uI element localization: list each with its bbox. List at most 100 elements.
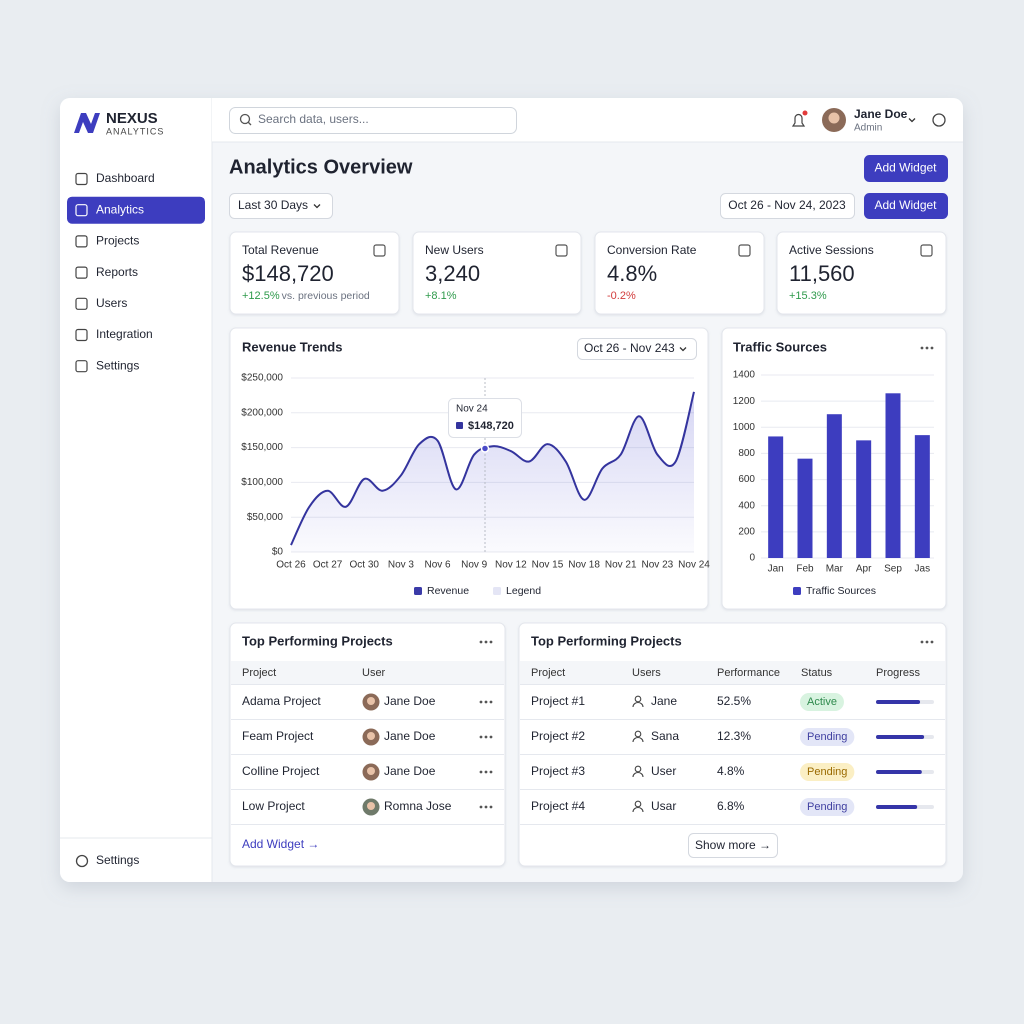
user-name: User <box>651 764 676 778</box>
nav-item[interactable]: Integration <box>96 327 153 341</box>
add-widget-link[interactable]: Add Widget → <box>242 837 319 851</box>
tooltip-dot <box>480 444 490 453</box>
nav-icon <box>75 360 88 373</box>
nav-item[interactable]: Settings <box>96 358 139 372</box>
user-icon <box>632 737 644 743</box>
performance: 4.8% <box>717 764 745 778</box>
period-label[interactable]: Last 30 Days <box>238 198 308 212</box>
x-tick-label: Jan <box>768 564 784 575</box>
user-name: Jane Doe <box>384 729 436 743</box>
nav-item[interactable]: Users <box>96 296 127 310</box>
x-tick-label: Oct 27 <box>313 560 343 571</box>
more-menu[interactable] <box>484 640 488 644</box>
more-menu[interactable] <box>479 640 483 644</box>
add-widget-button[interactable] <box>864 155 948 182</box>
project-name: Project #3 <box>531 764 585 778</box>
legend-label: Traffic Sources <box>806 585 876 597</box>
progress-bar <box>876 770 922 774</box>
search-box[interactable] <box>229 107 517 134</box>
column-header: User <box>362 667 386 679</box>
project-name: Low Project <box>242 799 305 813</box>
show-more-label[interactable]: Show more → <box>695 838 771 852</box>
more-menu[interactable] <box>930 640 934 644</box>
button-label[interactable]: Add Widget <box>874 161 937 175</box>
nav-item[interactable]: Projects <box>96 234 139 248</box>
row-menu[interactable] <box>479 770 483 774</box>
row-menu[interactable] <box>484 700 488 704</box>
row-menu[interactable] <box>484 735 488 739</box>
more-menu[interactable] <box>920 640 924 644</box>
column-header: Project <box>531 667 565 679</box>
nav-icon <box>75 266 88 279</box>
bar <box>856 440 872 558</box>
status-badge <box>800 798 855 816</box>
x-tick-label: Nov 3 <box>388 560 415 571</box>
period-select[interactable] <box>229 193 333 219</box>
more-menu[interactable] <box>925 346 929 350</box>
avatar-face <box>367 802 375 810</box>
row-menu[interactable] <box>489 805 493 809</box>
bell-icon[interactable] <box>791 113 806 127</box>
kpi-change: +15.3% <box>789 290 827 302</box>
range-label[interactable]: Oct 26 - Nov 243 <box>584 341 675 355</box>
button-label[interactable]: Add Widget <box>874 198 937 212</box>
y-tick-label: $250,000 <box>241 373 283 384</box>
nav-icon <box>75 204 88 217</box>
kpi-label: Active Sessions <box>789 243 874 257</box>
nav-item[interactable]: Analytics <box>96 202 144 216</box>
row-menu[interactable] <box>479 700 483 704</box>
status-label: Pending <box>807 731 847 743</box>
chevron <box>679 347 687 352</box>
date-range-label[interactable]: Oct 26 - Nov 24, 2023 <box>728 198 846 212</box>
more-menu[interactable] <box>925 640 929 644</box>
row-menu[interactable] <box>489 700 493 704</box>
tooltip-title: Nov 24 <box>456 404 488 415</box>
show-more-button[interactable] <box>688 833 778 858</box>
add-widget-button[interactable] <box>864 193 948 219</box>
brand-sub: ANALYTICS <box>106 126 164 136</box>
user-icon <box>634 800 642 808</box>
row-menu[interactable] <box>484 770 488 774</box>
status-label: Pending <box>807 801 847 813</box>
kpi-card <box>776 231 947 315</box>
range-button[interactable] <box>577 338 697 360</box>
kpi-label: New Users <box>425 243 484 257</box>
settings-icon[interactable] <box>932 113 946 127</box>
kpi-value: 11,560 <box>789 261 855 286</box>
user-name: Romna Jose <box>384 799 452 813</box>
row-menu[interactable] <box>489 735 493 739</box>
search-icon <box>247 121 252 126</box>
column-header: Project <box>242 667 276 679</box>
more-menu[interactable] <box>920 346 924 350</box>
user-name: Jane Doe <box>384 764 436 778</box>
nav-item[interactable]: Dashboard <box>96 171 155 185</box>
revenue-area <box>291 391 694 552</box>
tooltip-value: $148,720 <box>468 420 514 432</box>
more-menu[interactable] <box>930 346 934 350</box>
column-header: Performance <box>717 667 780 679</box>
project-name: Adama Project <box>242 694 321 708</box>
performance: 6.8% <box>717 799 745 813</box>
row-menu[interactable] <box>489 770 493 774</box>
tooltip-swatch <box>456 422 463 429</box>
nav-icon <box>75 172 88 186</box>
more-menu[interactable] <box>489 640 493 644</box>
y-tick-label: 1200 <box>733 396 756 407</box>
avatar-face <box>367 732 375 740</box>
kpi-icon <box>920 244 933 257</box>
kpi-icon <box>555 244 568 257</box>
avatar-face <box>367 767 375 775</box>
table-header <box>231 661 504 684</box>
nav-active[interactable] <box>67 196 205 224</box>
date-range[interactable] <box>720 193 855 219</box>
row-menu[interactable] <box>479 735 483 739</box>
settings-icon <box>75 854 89 868</box>
nav-settings[interactable]: Settings <box>96 853 139 867</box>
nav-icon <box>75 235 88 248</box>
kpi-icon <box>738 244 751 257</box>
nav-item[interactable]: Reports <box>96 265 138 279</box>
row-menu[interactable] <box>484 805 488 809</box>
row-menu[interactable] <box>479 805 483 809</box>
y-tick-label: $200,000 <box>241 407 283 418</box>
